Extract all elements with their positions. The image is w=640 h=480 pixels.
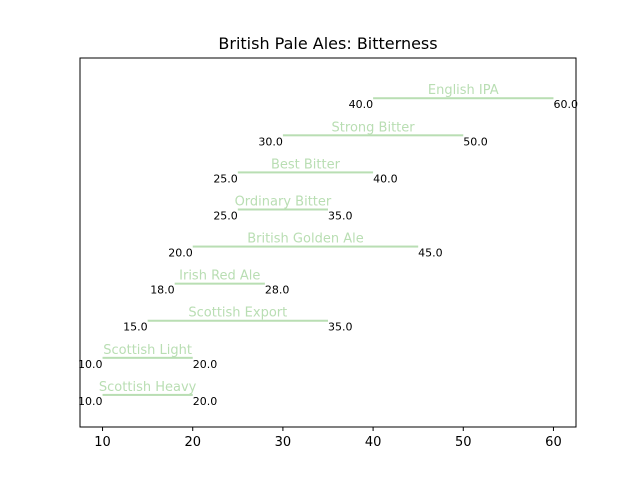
plot-frame <box>79 57 577 428</box>
bar-name-label: Scottish Light <box>103 343 192 358</box>
range-bar <box>102 393 193 396</box>
chart-axes: 10 20 30 40 50 60 <box>79 57 577 450</box>
bar-low-label: 30.0 <box>258 135 283 148</box>
bar-low-label: 10.0 <box>78 358 103 371</box>
bar-high-label: 40.0 <box>373 172 398 185</box>
bar-name-label: British Golden Ale <box>247 232 364 247</box>
bar-name-label: Irish Red Ale <box>179 269 260 284</box>
chart-title: British Pale Ales: Bitterness <box>218 34 437 53</box>
range-bar <box>373 97 554 100</box>
bar-low-label: 20.0 <box>168 247 193 260</box>
range-bar <box>282 134 464 137</box>
bar-high-label: 45.0 <box>418 247 443 260</box>
range-bar <box>237 208 328 211</box>
bar-name-label: Scottish Export <box>188 306 287 321</box>
x-tick-label: 40 <box>365 435 382 450</box>
range-bar <box>237 171 374 174</box>
bar-high-label: 28.0 <box>265 284 290 297</box>
bar-high-label: 60.0 <box>553 98 578 111</box>
range-bar <box>174 282 265 285</box>
range-bar <box>192 245 419 248</box>
bar-low-label: 25.0 <box>213 209 238 222</box>
x-tick-label: 20 <box>184 435 201 450</box>
bar-name-label: Ordinary Bitter <box>235 194 332 209</box>
bar-low-label: 15.0 <box>123 321 148 334</box>
bar-name-label: English IPA <box>428 83 499 98</box>
bar-high-label: 20.0 <box>193 395 218 408</box>
x-tick-label: 60 <box>545 435 562 450</box>
range-bar <box>147 319 328 322</box>
bar-high-label: 20.0 <box>193 358 218 371</box>
bar-low-label: 18.0 <box>150 284 175 297</box>
bar-name-label: Best Bitter <box>271 157 341 172</box>
range-bar <box>102 356 193 359</box>
bar-high-label: 35.0 <box>328 321 353 334</box>
bar-low-label: 25.0 <box>213 172 238 185</box>
bar-low-label: 40.0 <box>349 98 374 111</box>
bar-name-label: Scottish Heavy <box>99 380 197 395</box>
x-tick-label: 10 <box>94 435 111 450</box>
bar-name-label: Strong Bitter <box>332 120 416 135</box>
bar-high-label: 35.0 <box>328 209 353 222</box>
bar-low-label: 10.0 <box>78 395 103 408</box>
x-tick-label: 30 <box>275 435 292 450</box>
bar-high-label: 50.0 <box>463 135 488 148</box>
x-tick-label: 50 <box>455 435 472 450</box>
